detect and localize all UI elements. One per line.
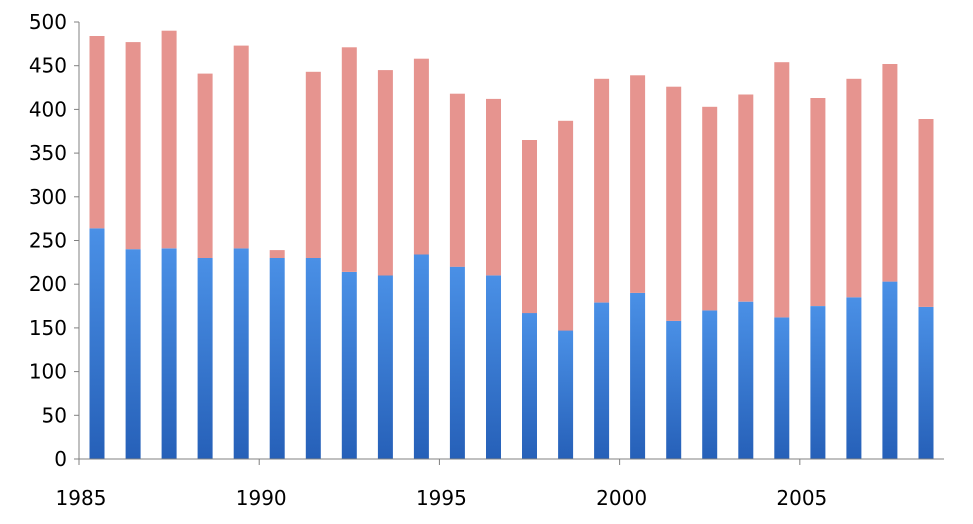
bar-1998-series-2 (558, 120, 574, 331)
bar-1988-series-2 (197, 73, 213, 258)
bar-2001-series-2 (666, 86, 682, 321)
bar-2000-series-2 (630, 75, 646, 293)
bar-1996-series-1 (486, 275, 501, 459)
bar-1994-series-1 (413, 254, 429, 459)
bar-1998-series-1 (558, 330, 574, 459)
bars-group (89, 30, 934, 459)
y-ticks-group: 0 50 100 150 200 250 300 350 400 450 500 (29, 10, 79, 471)
bar-1993-series-2 (377, 70, 393, 276)
bar-2007-series-1 (882, 281, 898, 459)
bar-1988-series-1 (197, 258, 213, 459)
x-tick-label-1990: 1990 (236, 486, 287, 510)
bar-2006-series-2 (846, 78, 862, 298)
bar-1986-series-1 (125, 249, 141, 459)
bar-1993-series-1 (377, 275, 393, 459)
y-tick-label-50: 50 (42, 403, 67, 427)
x-tick-label-2005: 2005 (776, 486, 827, 510)
x-ticks-group: 1985 1990 1995 2000 2005 (56, 459, 827, 510)
bar-1997-series-2 (522, 140, 537, 314)
bar-1992-series-2 (341, 47, 357, 272)
bar-1999-series-2 (594, 78, 610, 303)
x-tick-label-2000: 2000 (596, 486, 647, 510)
bar-1995-series-1 (449, 266, 465, 459)
bar-1991-series-2 (305, 71, 321, 258)
bar-1985-series-1 (89, 228, 105, 459)
bar-1985-series-2 (89, 36, 105, 229)
bar-2008-series-1 (918, 306, 934, 459)
bar-1987-series-2 (161, 30, 177, 249)
y-tick-label-250: 250 (29, 229, 67, 253)
bar-2002-series-1 (702, 310, 718, 459)
bar-1997-series-1 (522, 313, 537, 459)
y-tick-label-100: 100 (29, 360, 67, 384)
bar-1999-series-1 (594, 302, 610, 459)
bar-2003-series-1 (738, 301, 754, 459)
y-tick-label-400: 400 (29, 97, 67, 121)
bar-1989-series-1 (233, 248, 249, 459)
bar-2004-series-1 (774, 317, 790, 459)
bar-2003-series-2 (738, 94, 754, 302)
y-tick-label-450: 450 (29, 54, 67, 78)
bar-1990-series-1 (269, 258, 285, 459)
y-tick-label-300: 300 (29, 185, 67, 209)
bar-1989-series-2 (233, 45, 249, 249)
bar-1991-series-1 (305, 258, 321, 459)
bar-1990-series-2 (269, 250, 285, 258)
bar-2006-series-1 (846, 297, 862, 459)
y-tick-label-200: 200 (29, 272, 67, 296)
y-tick-label-500: 500 (29, 10, 67, 34)
bar-2004-series-2 (774, 62, 790, 318)
x-tick-label-1995: 1995 (416, 486, 467, 510)
bar-2000-series-1 (630, 292, 646, 459)
bar-1994-series-2 (413, 58, 429, 255)
bar-2002-series-2 (702, 106, 718, 311)
bar-1986-series-2 (125, 42, 141, 250)
bar-1992-series-1 (341, 272, 357, 459)
y-tick-label-0: 0 (54, 447, 67, 471)
bar-2005-series-1 (810, 306, 826, 459)
bar-2008-series-2 (918, 119, 934, 307)
y-tick-label-350: 350 (29, 141, 67, 165)
bar-2007-series-2 (882, 64, 898, 282)
bar-2001-series-1 (666, 320, 682, 459)
bar-2005-series-2 (810, 98, 826, 306)
bar-1995-series-2 (449, 93, 465, 267)
bar-1996-series-2 (486, 98, 501, 276)
x-tick-label-1985: 1985 (56, 486, 107, 510)
y-tick-label-150: 150 (29, 316, 67, 340)
bar-1987-series-1 (161, 248, 177, 459)
